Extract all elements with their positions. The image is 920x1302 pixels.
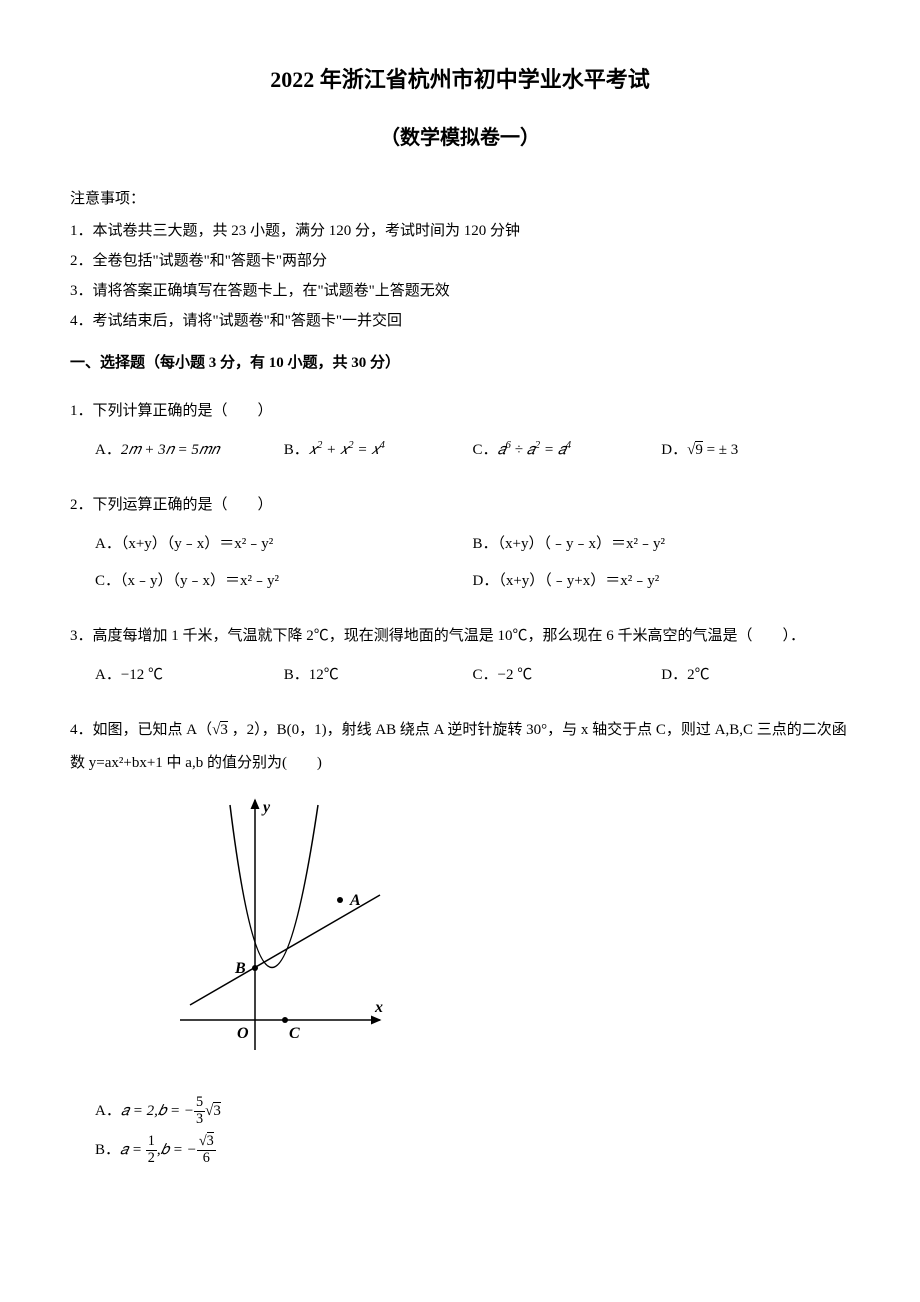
question-2: 2．下列运算正确的是（ ） A．（x+y）（y﹣x）＝x²﹣y² B．（x+y）…	[70, 489, 850, 602]
q2-stem: 2．下列运算正确的是（ ）	[70, 489, 850, 522]
svg-text:C: C	[289, 1025, 300, 1042]
section-title: 一、选择题（每小题 3 分，有 10 小题，共 30 分）	[70, 350, 850, 377]
fraction: 12	[146, 1134, 157, 1166]
option-label: B．	[95, 1142, 120, 1158]
notes-item: 2．全卷包括"试题卷"和"答题卡"两部分	[70, 248, 850, 275]
q3-option-d: D．2℃	[661, 659, 850, 692]
option-math: 𝑏 = −	[161, 1142, 197, 1158]
option-math: √9 = ± 3	[687, 441, 738, 458]
option-math: 𝑎 =	[120, 1142, 146, 1158]
q1-option-a: A．2𝑚 + 3𝑛 = 5𝑚𝑛	[95, 434, 284, 467]
stem-text: 4．如图，已知点 A（	[70, 722, 212, 738]
q4-figure: Ox y A B C	[70, 790, 850, 1080]
exam-title: 2022 年浙江省杭州市初中学业水平考试	[70, 60, 850, 100]
parabola-graph: Ox y A B C	[170, 790, 390, 1080]
q1-options: A．2𝑚 + 3𝑛 = 5𝑚𝑛 B．𝑥2 + 𝑥2 = 𝑥4 C．𝑎6 ÷ 𝑎2…	[70, 434, 850, 471]
q3-option-c: C．−2 ℃	[473, 659, 662, 692]
q3-options: A．−12 ℃ B．12℃ C．−2 ℃ D．2℃	[70, 659, 850, 696]
q1-option-d: D．√9 = ± 3	[661, 434, 850, 467]
q2-option-a: A．（x+y）（y﹣x）＝x²﹣y²	[95, 528, 473, 561]
sqrt-arg: 3	[213, 1102, 221, 1119]
svg-text:y: y	[261, 799, 271, 816]
q3-stem: 3．高度每增加 1 千米，气温就下降 2℃，现在测得地面的气温是 10℃，那么现…	[70, 620, 850, 653]
option-label: D．	[661, 442, 687, 458]
sqrt-arg: 3	[220, 721, 228, 738]
svg-text:B: B	[234, 960, 246, 977]
option-label: A．	[95, 442, 121, 458]
exam-subtitle: （数学模拟卷一）	[70, 120, 850, 156]
svg-text:A: A	[349, 892, 361, 909]
option-label: A．	[95, 1103, 121, 1119]
option-label: C．	[473, 442, 498, 458]
q2-option-d: D．（x+y）（﹣y+x）＝x²﹣y²	[473, 565, 851, 598]
fraction: √36	[197, 1134, 216, 1166]
notes-item: 3．请将答案正确填写在答题卡上，在"试题卷"上答题无效	[70, 278, 850, 305]
option-math: 𝑏 = −	[158, 1103, 194, 1119]
option-math: 𝑎6 ÷ 𝑎2 = 𝑎4	[498, 442, 572, 458]
option-math: 2𝑚 + 3𝑛 = 5𝑚𝑛	[121, 442, 219, 458]
q4-option-b: B．𝑎 = 12,𝑏 = −√36	[70, 1134, 850, 1167]
fraction: 53	[194, 1095, 205, 1127]
q2-options-row1: A．（x+y）（y﹣x）＝x²﹣y² B．（x+y）（﹣y﹣x）＝x²﹣y²	[70, 528, 850, 565]
q2-options-row2: C．（x﹣y）（y﹣x）＝x²﹣y² D．（x+y）（﹣y+x）＝x²﹣y²	[70, 565, 850, 602]
q1-stem: 1．下列计算正确的是（ ）	[70, 395, 850, 428]
q3-option-b: B．12℃	[284, 659, 473, 692]
q4-stem: 4．如图，已知点 A（√3 ，2），B(0，1)，射线 AB 绕点 A 逆时针旋…	[70, 714, 850, 780]
q2-option-c: C．（x﹣y）（y﹣x）＝x²﹣y²	[95, 565, 473, 598]
question-3: 3．高度每增加 1 千米，气温就下降 2℃，现在测得地面的气温是 10℃，那么现…	[70, 620, 850, 696]
notes-header: 注意事项：	[70, 186, 850, 213]
q2-option-b: B．（x+y）（﹣y﹣x）＝x²﹣y²	[473, 528, 851, 561]
q1-option-c: C．𝑎6 ÷ 𝑎2 = 𝑎4	[473, 434, 662, 467]
q4-option-a: A．𝑎 = 2,𝑏 = −53√3	[70, 1095, 850, 1128]
notes-item: 1．本试卷共三大题，共 23 小题，满分 120 分，考试时间为 120 分钟	[70, 218, 850, 245]
option-label: B．	[284, 442, 309, 458]
svg-text:O: O	[237, 1025, 249, 1042]
notes-list: 1．本试卷共三大题，共 23 小题，满分 120 分，考试时间为 120 分钟 …	[70, 218, 850, 335]
q1-option-b: B．𝑥2 + 𝑥2 = 𝑥4	[284, 434, 473, 467]
option-math: 𝑥2 + 𝑥2 = 𝑥4	[309, 442, 385, 458]
question-1: 1．下列计算正确的是（ ） A．2𝑚 + 3𝑛 = 5𝑚𝑛 B．𝑥2 + 𝑥2 …	[70, 395, 850, 471]
question-4: 4．如图，已知点 A（√3 ，2），B(0，1)，射线 AB 绕点 A 逆时针旋…	[70, 714, 850, 1167]
notes-item: 4．考试结束后，请将"试题卷"和"答题卡"一并交回	[70, 308, 850, 335]
q3-option-a: A．−12 ℃	[95, 659, 284, 692]
svg-text:x: x	[374, 999, 383, 1016]
option-math: 𝑎 = 2,	[121, 1103, 158, 1119]
